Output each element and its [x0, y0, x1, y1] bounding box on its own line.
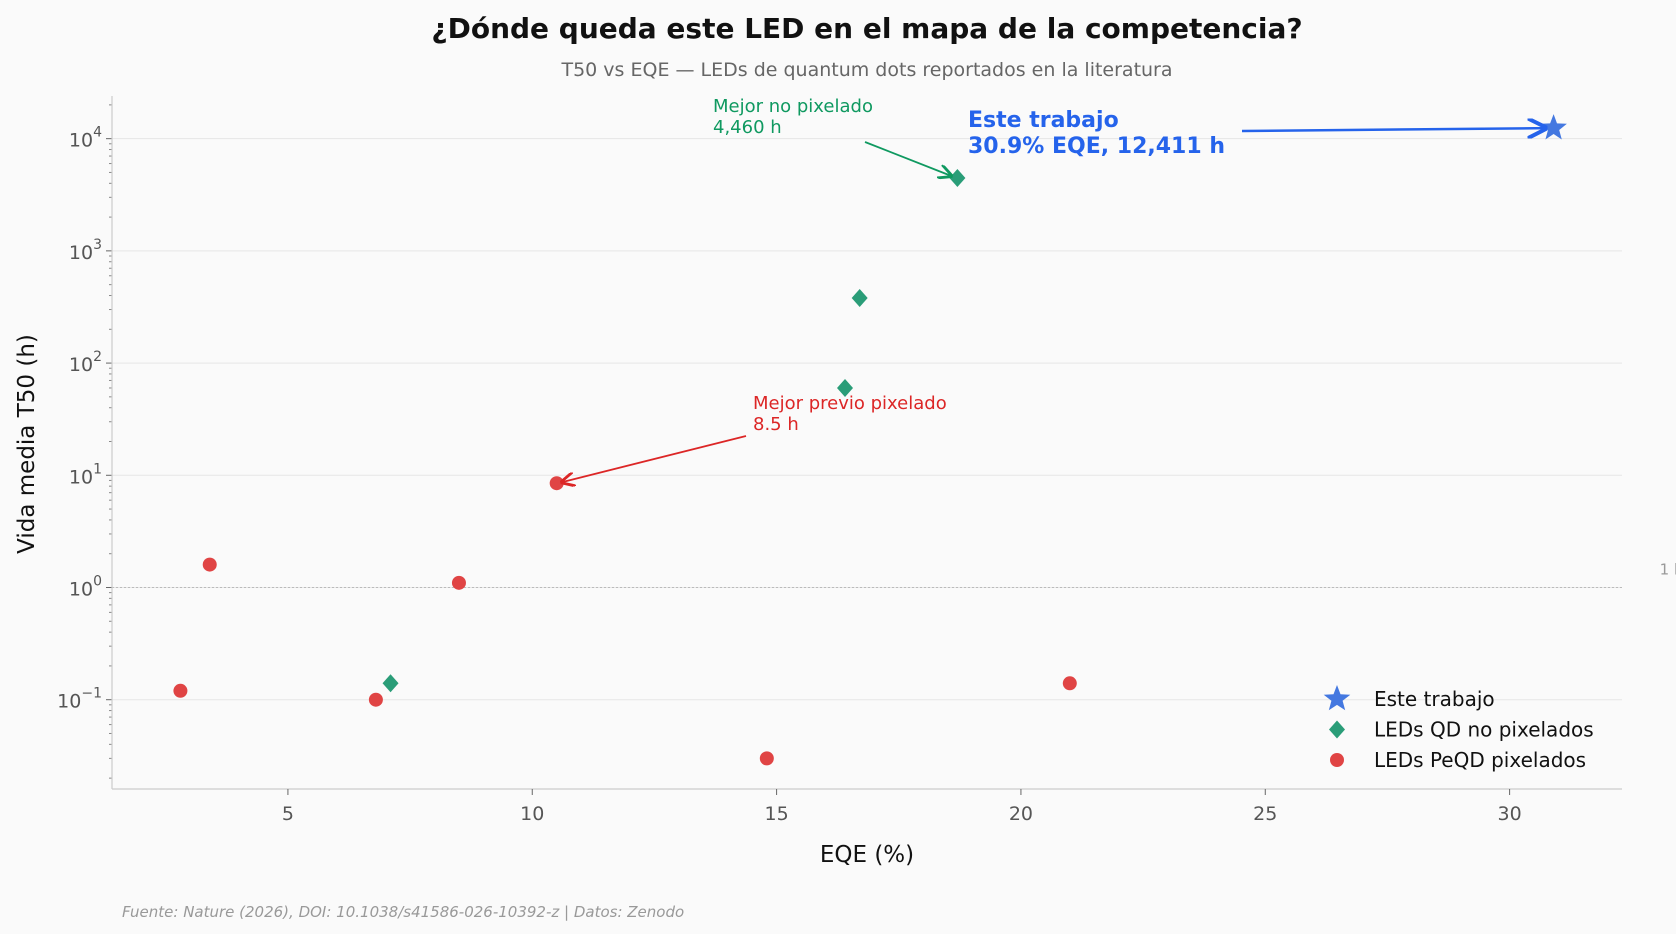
circle-point	[759, 751, 774, 766]
x-tick-label: 25	[1253, 803, 1277, 825]
x-tick-label: 30	[1498, 803, 1522, 825]
circle-point	[173, 683, 188, 698]
source-note: Fuente: Nature (2026), DOI: 10.1038/s415…	[122, 903, 684, 921]
annotation-mejor-no-pixelado: Mejor no pixelado	[713, 96, 873, 117]
x-tick-label: 10	[520, 803, 544, 825]
annotation-este-trabajo: 30.9% EQE, 12,411 h	[968, 134, 1225, 159]
x-tick-label: 20	[1009, 803, 1033, 825]
diamond-point	[949, 169, 966, 188]
y-tick-label: 103	[69, 237, 102, 264]
legend-label: Este trabajo	[1374, 687, 1495, 711]
legend-label: LEDs PeQD pixelados	[1374, 748, 1586, 772]
circle-point	[451, 575, 466, 590]
y-axis-label: Vida media T50 (h)	[14, 334, 40, 554]
diamond-point	[851, 289, 868, 308]
circle-point	[368, 692, 383, 707]
legend-marker-circle	[1330, 753, 1344, 767]
y-tick-label: 102	[69, 349, 102, 376]
x-axis-label: EQE (%)	[820, 842, 914, 868]
x-tick-label: 5	[282, 803, 294, 825]
circle-point	[549, 476, 564, 491]
chart-subtitle: T50 vs EQE — LEDs de quantum dots report…	[560, 59, 1172, 81]
y-tick-label: 10−1	[57, 686, 102, 713]
y-tick-label: 100	[69, 573, 102, 600]
annotation-arrow	[562, 435, 747, 482]
circle-point	[202, 557, 217, 572]
annotation-este-trabajo: Este trabajo	[968, 108, 1119, 133]
circle-point	[1062, 676, 1077, 691]
x-tick-label: 15	[765, 803, 789, 825]
diamond-point	[837, 378, 854, 397]
legend-label: LEDs QD no pixelados	[1374, 718, 1594, 742]
annotation-arrow	[1241, 128, 1546, 131]
legend-marker-diamond	[1329, 720, 1345, 739]
chart-title: ¿Dónde queda este LED en el mapa de la c…	[431, 12, 1302, 45]
annotation-mejor-no-pixelado: 4,460 h	[713, 117, 782, 138]
legend: Este trabajo LEDs QD no pixelados LEDs PeQ…	[1323, 685, 1594, 772]
star-point	[1540, 114, 1567, 140]
diamond-point	[382, 674, 399, 693]
y-tick-label: 104	[69, 125, 102, 152]
annotation-arrow	[864, 141, 951, 176]
legend-marker-star	[1323, 685, 1351, 711]
annotation-mejor-previo-pixelado: Mejor previo pixelado	[753, 393, 947, 414]
y-tick-label: 101	[69, 461, 102, 488]
reference-line-label: 1 hora	[1660, 560, 1676, 578]
annotation-mejor-previo-pixelado: 8.5 h	[753, 414, 799, 435]
